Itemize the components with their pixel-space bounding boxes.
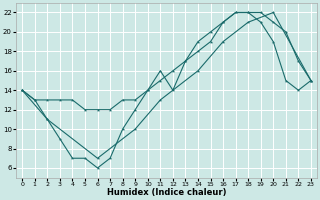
- X-axis label: Humidex (Indice chaleur): Humidex (Indice chaleur): [107, 188, 226, 197]
